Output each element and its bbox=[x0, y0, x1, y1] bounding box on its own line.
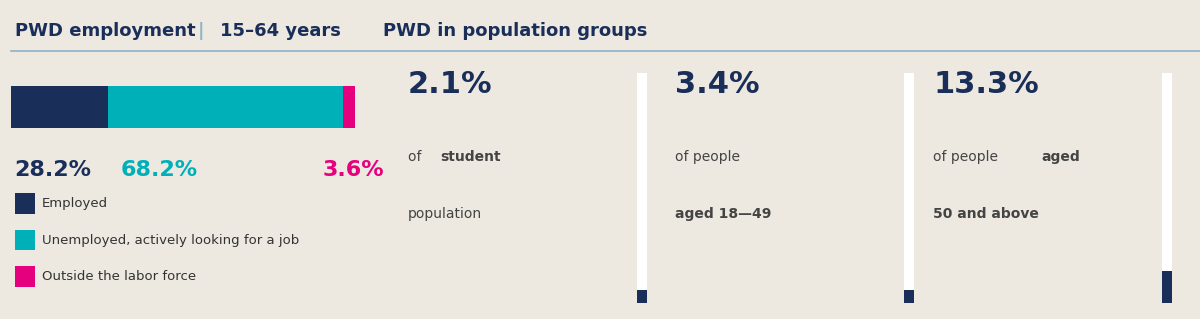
FancyBboxPatch shape bbox=[1163, 271, 1172, 303]
Text: 3.4%: 3.4% bbox=[674, 70, 760, 99]
Text: Employed: Employed bbox=[42, 197, 108, 210]
Text: |: | bbox=[198, 22, 204, 40]
FancyBboxPatch shape bbox=[343, 86, 355, 128]
FancyBboxPatch shape bbox=[904, 290, 914, 303]
Text: of people: of people bbox=[934, 150, 1002, 164]
Text: of: of bbox=[408, 150, 426, 164]
FancyBboxPatch shape bbox=[14, 266, 35, 287]
Text: 3.6%: 3.6% bbox=[322, 160, 384, 180]
FancyBboxPatch shape bbox=[637, 290, 647, 303]
FancyBboxPatch shape bbox=[637, 73, 647, 303]
Text: student: student bbox=[440, 150, 500, 164]
Text: 13.3%: 13.3% bbox=[934, 70, 1039, 99]
Text: PWD employment: PWD employment bbox=[14, 22, 196, 40]
Text: 2.1%: 2.1% bbox=[408, 70, 492, 99]
Text: 50 and above: 50 and above bbox=[934, 207, 1039, 221]
Text: Unemployed, actively looking for a job: Unemployed, actively looking for a job bbox=[42, 234, 299, 247]
FancyBboxPatch shape bbox=[14, 230, 35, 250]
Text: PWD in population groups: PWD in population groups bbox=[383, 22, 647, 40]
Text: population: population bbox=[408, 207, 482, 221]
Text: 15–64 years: 15–64 years bbox=[220, 22, 341, 40]
Text: of people: of people bbox=[674, 150, 739, 164]
Text: Outside the labor force: Outside the labor force bbox=[42, 271, 197, 283]
FancyBboxPatch shape bbox=[1163, 73, 1172, 303]
Text: aged: aged bbox=[1042, 150, 1080, 164]
Text: 28.2%: 28.2% bbox=[14, 160, 91, 180]
FancyBboxPatch shape bbox=[14, 193, 35, 214]
Text: 68.2%: 68.2% bbox=[121, 160, 198, 180]
FancyBboxPatch shape bbox=[108, 86, 343, 128]
Text: aged 18—49: aged 18—49 bbox=[674, 207, 770, 221]
FancyBboxPatch shape bbox=[904, 73, 914, 303]
FancyBboxPatch shape bbox=[11, 86, 108, 128]
